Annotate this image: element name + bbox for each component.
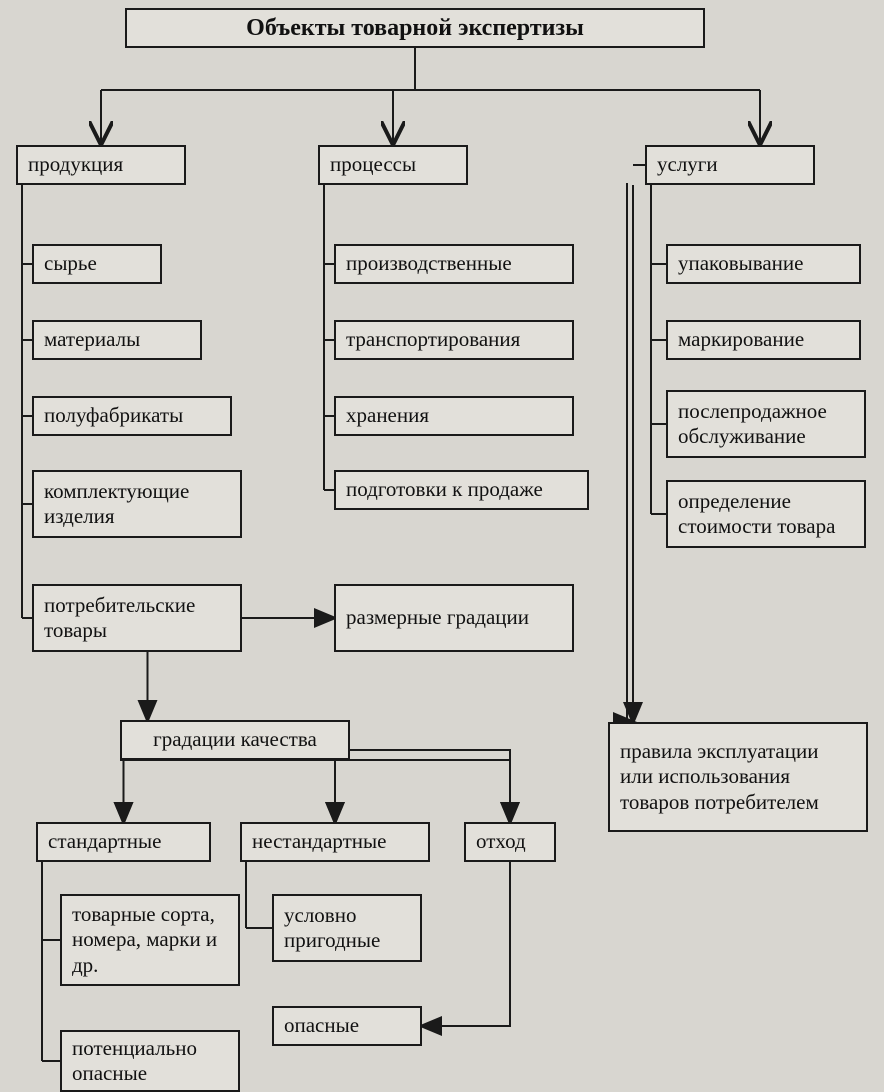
node-label: размерные градации xyxy=(346,605,529,630)
node-label: подготовки к продаже xyxy=(346,477,543,502)
node-label: упаковывание xyxy=(678,251,803,276)
node-label: процессы xyxy=(330,152,416,177)
node-grades: товарные сорта, номера, марки и др. xyxy=(60,894,240,986)
node-consumer: потребительские товары xyxy=(32,584,242,652)
node-label: полуфабрикаты xyxy=(44,403,183,428)
diagram-canvas: Объекты товарной экспертизы продукция проц… xyxy=(0,0,884,1091)
node-transport: транспортирования xyxy=(334,320,574,360)
node-nonstd: нестандартные xyxy=(240,822,430,862)
node-label: потребительские товары xyxy=(44,593,230,643)
node-label: продукция xyxy=(28,152,123,177)
node-waste: отход xyxy=(464,822,556,862)
node-label: хранения xyxy=(346,403,429,428)
node-qualgrad: градации качества xyxy=(120,720,350,760)
node-semifin: полуфабрикаты xyxy=(32,396,232,436)
node-label: услуги xyxy=(657,152,718,177)
node-valuation: определение стоимости товара xyxy=(666,480,866,548)
node-label: Объекты товарной экспертизы xyxy=(246,14,584,43)
node-processes: процессы xyxy=(318,145,468,185)
node-products: продукция xyxy=(16,145,186,185)
node-label: правила эксплуатации или использования т… xyxy=(620,739,856,815)
node-label: условно пригодные xyxy=(284,903,410,953)
node-pothazard: потенциально опасные xyxy=(60,1030,240,1092)
node-aftersales: послепродажное обслуживание xyxy=(666,390,866,458)
node-label: стандартные xyxy=(48,829,161,854)
node-materials: материалы xyxy=(32,320,202,360)
node-components: комплектующие изделия xyxy=(32,470,242,538)
node-condfit: условно пригодные xyxy=(272,894,422,962)
node-label: производственные xyxy=(346,251,512,276)
node-storage: хранения xyxy=(334,396,574,436)
node-label: определение стоимости товара xyxy=(678,489,854,539)
node-label: товарные сорта, номера, марки и др. xyxy=(72,902,228,978)
node-label: опасные xyxy=(284,1013,359,1038)
node-label: отход xyxy=(476,829,526,854)
node-packaging: упаковывание xyxy=(666,244,861,284)
node-preparation: подготовки к продаже xyxy=(334,470,589,510)
node-label: маркирование xyxy=(678,327,804,352)
node-marking: маркирование xyxy=(666,320,861,360)
node-sizegrad: размерные градации xyxy=(334,584,574,652)
node-label: нестандартные xyxy=(252,829,386,854)
node-services: услуги xyxy=(645,145,815,185)
node-label: градации качества xyxy=(153,727,317,752)
node-label: послепродажное обслуживание xyxy=(678,399,854,449)
node-label: потенциально опасные xyxy=(72,1036,228,1086)
node-hazardous: опасные xyxy=(272,1006,422,1046)
node-label: комплектующие изделия xyxy=(44,479,230,529)
node-label: сырье xyxy=(44,251,97,276)
node-usage: правила эксплуатации или использования т… xyxy=(608,722,868,832)
node-label: транспортирования xyxy=(346,327,520,352)
node-raw: сырье xyxy=(32,244,162,284)
node-standard: стандартные xyxy=(36,822,211,862)
node-root: Объекты товарной экспертизы xyxy=(125,8,705,48)
node-label: материалы xyxy=(44,327,140,352)
node-production: производственные xyxy=(334,244,574,284)
